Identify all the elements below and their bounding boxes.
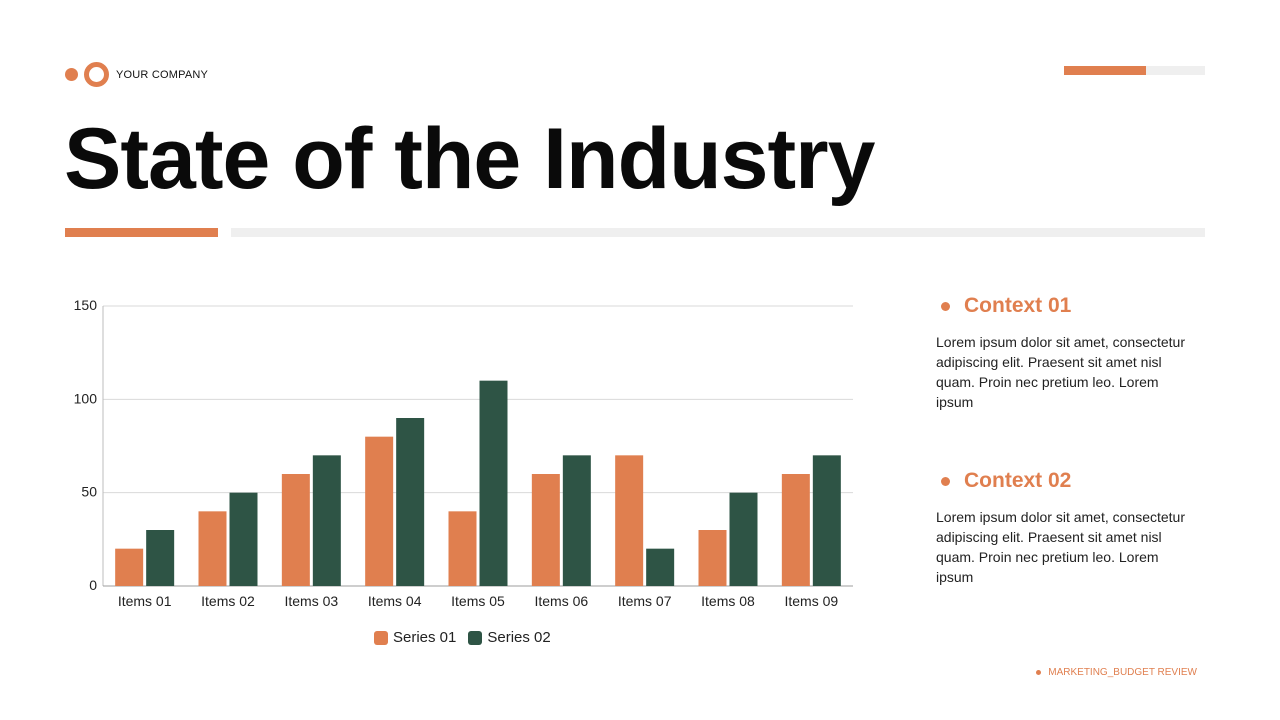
context-block-02: Context 02 Lorem ipsum dolor sit amet, c… bbox=[936, 469, 1196, 587]
context-heading: Context 02 bbox=[936, 469, 1196, 493]
title-rule-accent bbox=[65, 228, 218, 237]
bar-series-1-3 bbox=[281, 474, 310, 586]
bar-series-1-6 bbox=[531, 474, 560, 586]
bar-series-2-9 bbox=[812, 455, 841, 586]
bullet-dot-icon bbox=[941, 301, 950, 311]
bar-series-2-4 bbox=[396, 418, 425, 586]
x-tick-label: Items 07 bbox=[618, 593, 672, 609]
bar-series-2-3 bbox=[312, 455, 341, 586]
context-body: Lorem ipsum dolor sit amet, consectetur … bbox=[936, 509, 1185, 585]
logo-dot-icon bbox=[65, 68, 78, 81]
context-title: Context 01 bbox=[964, 294, 1072, 317]
bar-series-2-5 bbox=[479, 380, 508, 586]
bar-series-1-1 bbox=[115, 548, 144, 586]
x-tick-label: Items 06 bbox=[534, 593, 588, 609]
page-title: State of the Industry bbox=[64, 111, 875, 207]
bar-series-2-2 bbox=[229, 492, 258, 586]
bar-series-2-6 bbox=[562, 455, 591, 586]
bar-series-1-8 bbox=[698, 530, 727, 586]
x-tick-label: Items 05 bbox=[451, 593, 505, 609]
legend-label-series-01: Series 01 bbox=[393, 629, 457, 646]
footer-label: MARKETING_BUDGET REVIEW bbox=[1048, 667, 1197, 678]
logo-ring-icon bbox=[84, 62, 109, 87]
x-tick-label: Items 01 bbox=[118, 593, 172, 609]
progress-bar bbox=[1064, 66, 1205, 75]
context-body: Lorem ipsum dolor sit amet, consectetur … bbox=[936, 334, 1185, 410]
context-block-01: Context 01 Lorem ipsum dolor sit amet, c… bbox=[936, 294, 1196, 412]
title-rule-track bbox=[231, 228, 1205, 237]
footer-dot-icon bbox=[1036, 670, 1042, 675]
chart-legend: Series 01 Series 02 bbox=[374, 629, 551, 646]
legend-item-series-02: Series 02 bbox=[468, 629, 551, 646]
company-name: YOUR COMPANY bbox=[116, 69, 209, 81]
context-heading: Context 01 bbox=[936, 294, 1196, 318]
x-tick-label: Items 02 bbox=[201, 593, 255, 609]
legend-swatch-series-02 bbox=[468, 630, 483, 645]
legend-swatch-series-01 bbox=[374, 630, 388, 645]
bar-series-1-2 bbox=[198, 511, 227, 586]
y-tick-label: 100 bbox=[74, 390, 98, 406]
bar-series-1-7 bbox=[615, 455, 644, 586]
context-title: Context 02 bbox=[964, 469, 1072, 492]
footer: MARKETING_BUDGET REVIEW bbox=[1036, 667, 1197, 678]
bar-chart: 0 50 100 150 Items 01 Items 02 Items 03 Items 0… bbox=[74, 297, 853, 609]
bar-series-1-5 bbox=[448, 511, 477, 586]
bar-series-2-7 bbox=[646, 548, 675, 586]
progress-bar-fill bbox=[1064, 66, 1146, 75]
bar-series-1-9 bbox=[781, 474, 810, 586]
bar-series-2-1 bbox=[146, 530, 175, 586]
y-tick-label: 150 bbox=[74, 297, 98, 313]
bar-series-1-4 bbox=[365, 436, 394, 586]
y-tick-label: 50 bbox=[81, 484, 97, 500]
bullet-dot-icon bbox=[941, 476, 950, 486]
x-tick-label: Items 09 bbox=[784, 593, 838, 609]
x-tick-label: Items 04 bbox=[368, 593, 422, 609]
legend-item-series-01: Series 01 bbox=[374, 629, 456, 646]
bar-series-2-8 bbox=[729, 492, 758, 586]
x-tick-label: Items 03 bbox=[284, 593, 338, 609]
y-tick-label: 0 bbox=[89, 577, 97, 593]
legend-label-series-02: Series 02 bbox=[487, 629, 551, 646]
x-tick-label: Items 08 bbox=[701, 593, 755, 609]
